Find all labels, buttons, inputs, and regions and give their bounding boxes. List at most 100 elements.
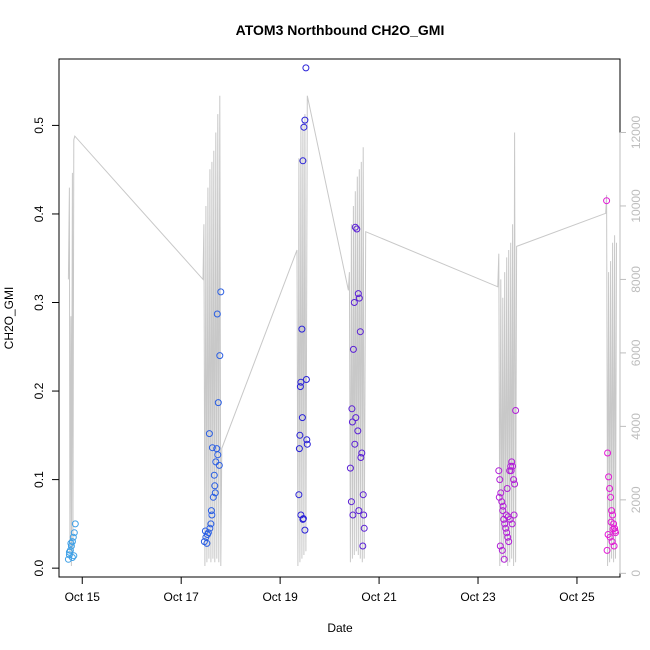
data-point — [609, 525, 617, 533]
y-axis: 0.0 0.1 0.2 0.3 0.4 0.5 — [32, 117, 60, 576]
data-point — [507, 467, 515, 475]
data-point — [509, 462, 517, 470]
data-point — [70, 552, 78, 560]
data-point — [351, 440, 359, 448]
x-tick-label: Oct 25 — [559, 590, 595, 604]
data-point — [607, 493, 615, 501]
y-tick-label: 0.5 — [32, 117, 46, 134]
data-point — [609, 511, 617, 519]
data-point — [495, 493, 503, 501]
data-point — [203, 539, 211, 547]
data-point — [496, 476, 504, 484]
data-point — [355, 507, 363, 515]
data-point — [360, 524, 368, 532]
data-point — [495, 467, 503, 475]
data-point — [303, 436, 311, 444]
data-point — [297, 378, 305, 386]
y2-tick-label: 12000 — [629, 115, 643, 149]
data-point — [356, 328, 364, 336]
data-point — [346, 464, 354, 472]
secondary-y-axis: 0 2000 4000 6000 8000 10000 12000 — [619, 115, 643, 577]
data-point — [497, 489, 505, 497]
data-point — [507, 462, 515, 470]
data-point — [64, 555, 72, 563]
x-tick-label: Oct 19 — [262, 590, 298, 604]
data-point — [508, 520, 516, 528]
data-point — [208, 444, 216, 452]
data-point — [512, 407, 520, 414]
data-point — [70, 529, 78, 537]
data-point — [608, 538, 616, 546]
data-point — [352, 414, 360, 422]
data-point — [299, 157, 307, 165]
data-point — [349, 511, 357, 519]
data-point — [604, 449, 612, 457]
data-point — [358, 449, 366, 457]
data-point — [603, 546, 611, 554]
data-point — [295, 445, 303, 453]
data-point — [67, 542, 75, 550]
data-point — [209, 493, 217, 501]
data-point — [502, 511, 510, 519]
data-point — [354, 290, 362, 298]
data-point — [499, 507, 507, 515]
data-point — [214, 399, 222, 407]
data-point — [511, 480, 519, 488]
data-point — [350, 299, 358, 306]
data-point — [65, 548, 73, 556]
data-point — [606, 533, 614, 541]
x-axis: Oct 15 Oct 17 Oct 19 Oct 21 Oct 23 Oct 25 — [65, 576, 595, 604]
data-point — [505, 538, 513, 546]
y-tick-label: 0.4 — [32, 205, 46, 222]
y2-tick-label: 4000 — [629, 413, 643, 440]
data-point — [215, 461, 223, 469]
data-point — [302, 64, 310, 72]
data-point — [68, 538, 76, 546]
data-point — [67, 539, 75, 547]
data-point — [496, 542, 504, 550]
y2-tick-label: 2000 — [629, 486, 643, 513]
data-point — [211, 489, 219, 497]
data-point — [207, 507, 215, 515]
data-point — [510, 511, 518, 519]
data-point — [611, 524, 619, 532]
data-point — [359, 491, 367, 499]
data-point — [608, 507, 616, 515]
data-point — [213, 310, 221, 318]
data-point — [501, 520, 509, 528]
data-point — [605, 473, 613, 481]
data-point — [298, 325, 306, 333]
data-point — [355, 294, 363, 302]
x-tick-label: Oct 15 — [65, 590, 101, 604]
data-point — [347, 498, 355, 506]
data-point — [611, 527, 619, 535]
data-point — [348, 418, 356, 426]
data-point — [508, 458, 516, 466]
y-axis-label: CH2O_GMI — [2, 287, 16, 350]
data-point — [354, 427, 362, 435]
data-point — [503, 529, 511, 537]
data-point — [603, 197, 611, 205]
data-points-layer — [64, 64, 619, 563]
data-point — [205, 430, 213, 438]
x-tick-label: Oct 21 — [361, 590, 397, 604]
data-point — [357, 454, 365, 461]
y-tick-label: 0.0 — [32, 559, 46, 576]
altitude-line-layer — [67, 95, 617, 567]
data-point — [296, 431, 304, 439]
y-tick-label: 0.3 — [32, 294, 46, 311]
data-point — [301, 116, 309, 124]
y2-tick-label: 6000 — [629, 339, 643, 366]
x-axis-label: Date — [327, 621, 353, 635]
data-point — [499, 502, 507, 510]
y-tick-label: 0.1 — [32, 471, 46, 488]
data-point — [359, 542, 367, 550]
data-point — [502, 524, 510, 532]
data-point — [201, 527, 209, 535]
data-point — [506, 515, 514, 523]
data-point — [504, 533, 512, 541]
data-point — [299, 515, 307, 523]
data-point — [510, 476, 518, 484]
y-tick-label: 0.2 — [32, 382, 46, 399]
